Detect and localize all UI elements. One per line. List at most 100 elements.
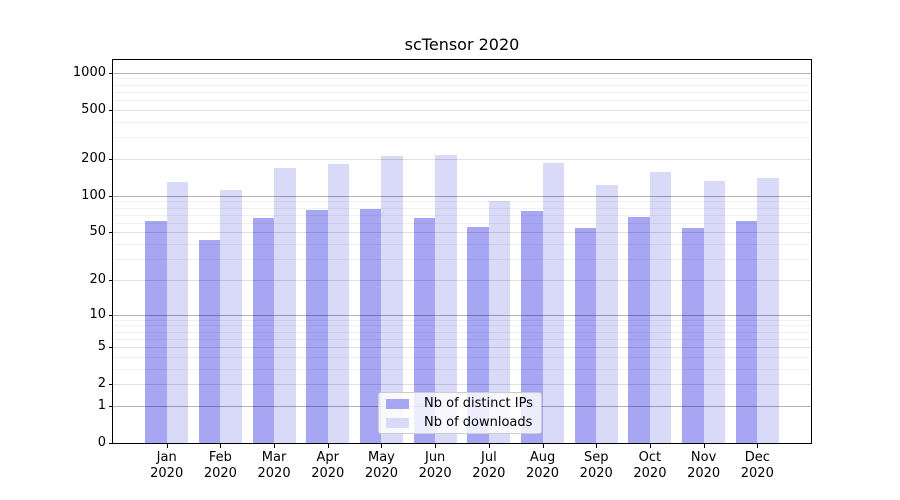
legend-swatch-downloads (386, 417, 409, 428)
x-tick-label: Jan 2020 (135, 450, 199, 482)
gridline-major (113, 314, 811, 316)
y-axis-tick (109, 279, 113, 281)
x-tick-label: Jul 2020 (457, 450, 521, 482)
x-axis-tick (381, 444, 383, 448)
gridline-minor (113, 207, 811, 209)
x-tick-month: Jun (424, 450, 446, 465)
bar-downloads-sep (596, 184, 618, 443)
bar-downloads-jan (166, 181, 189, 443)
x-tick-year: 2020 (257, 466, 291, 481)
x-tick-label: May 2020 (349, 450, 413, 482)
x-axis-tick (703, 444, 705, 448)
x-tick-year: 2020 (579, 466, 613, 481)
x-axis-tick (274, 444, 276, 448)
bar-distinct-ips-dec (735, 220, 758, 443)
y-axis-tick (109, 109, 113, 111)
gridline-minor (113, 338, 811, 340)
gridline (113, 384, 811, 386)
bar-distinct-ips-feb (198, 240, 221, 443)
y-axis-tick (109, 158, 113, 160)
y-tick-label: 500 (81, 101, 106, 117)
gridline-major (113, 72, 811, 74)
gridline (113, 232, 811, 234)
gridline-minor (113, 258, 811, 260)
bar-downloads-mar (274, 168, 296, 443)
bar-distinct-ips-jun (413, 217, 436, 443)
x-tick-label: Oct 2020 (618, 450, 682, 482)
gridline (113, 346, 811, 348)
y-tick-label: 100 (81, 187, 106, 203)
bar-downloads-oct (649, 172, 672, 443)
bar-downloads-jun (435, 154, 457, 443)
x-tick-month: Apr (316, 450, 340, 465)
x-tick-month: Sep (583, 450, 609, 465)
gridline (113, 109, 811, 111)
gridline-minor (113, 91, 811, 93)
x-tick-label: Dec 2020 (725, 450, 789, 482)
x-axis-tick (327, 444, 329, 448)
x-tick-label: Apr 2020 (296, 450, 360, 482)
y-tick-label: 5 (97, 338, 106, 354)
x-tick-year: 2020 (311, 466, 345, 481)
x-axis-tick (596, 444, 598, 448)
bar-downloads-nov (703, 181, 726, 443)
y-axis-tick (109, 72, 113, 74)
bar-distinct-ips-jul (467, 227, 489, 443)
x-tick-year: 2020 (150, 466, 184, 481)
x-tick-label: Sep 2020 (564, 450, 628, 482)
bar-distinct-ips-may (359, 208, 382, 443)
x-axis-tick (488, 444, 490, 448)
gridline-minor (113, 243, 811, 245)
x-axis-tick (757, 444, 759, 448)
legend-label-downloads: Nb of downloads (424, 414, 533, 430)
gridline-minor (113, 201, 811, 203)
gridline-major (113, 195, 811, 197)
bar-distinct-ips-nov (682, 228, 704, 443)
bar-distinct-ips-mar (252, 217, 275, 443)
y-tick-label: 0 (97, 435, 106, 450)
y-tick-label: 2 (97, 376, 106, 392)
gridline-minor (113, 325, 811, 327)
x-tick-label: Mar 2020 (242, 450, 306, 482)
gridline-minor (113, 214, 811, 216)
bar-downloads-aug (542, 162, 565, 443)
x-tick-label: Jun 2020 (403, 450, 467, 482)
y-tick-label: 50 (89, 224, 106, 240)
y-tick-label: 1000 (72, 64, 106, 80)
bar-downloads-jul (488, 201, 511, 443)
plot-canvas (113, 60, 811, 443)
x-tick-year: 2020 (472, 466, 506, 481)
x-tick-label: Feb 2020 (188, 450, 252, 482)
x-tick-year: 2020 (203, 466, 237, 481)
x-axis-tick (435, 444, 437, 448)
x-tick-month: May (368, 450, 395, 465)
gridline-minor (113, 368, 811, 370)
legend: Nb of distinct IPs Nb of downloads (378, 392, 542, 434)
x-axis-tick (166, 444, 168, 448)
legend-item-distinct-ips: Nb of distinct IPs (386, 396, 541, 412)
bar-distinct-ips-apr (306, 209, 328, 443)
legend-item-downloads: Nb of downloads (386, 415, 541, 431)
bar-distinct-ips-jan (145, 220, 167, 443)
bar-distinct-ips-sep (574, 228, 597, 443)
y-axis-tick (109, 443, 113, 444)
x-axis-tick (649, 444, 651, 448)
chart-title: scTensor 2020 (404, 35, 520, 54)
x-tick-year: 2020 (687, 466, 721, 481)
y-axis-tick (109, 384, 113, 386)
x-tick-month: Jan (156, 450, 177, 465)
x-tick-label: Aug 2020 (511, 450, 575, 482)
x-tick-month: Feb (208, 450, 232, 465)
gridline-minor (113, 137, 811, 139)
gridline-minor (113, 356, 811, 358)
x-tick-year: 2020 (740, 466, 774, 481)
bar-distinct-ips-aug (521, 210, 543, 443)
x-tick-month: Jul (481, 450, 497, 465)
bar-downloads-feb (220, 189, 242, 443)
x-tick-month: Oct (638, 450, 662, 465)
gridline-minor (113, 331, 811, 333)
x-tick-month: Mar (261, 450, 287, 465)
x-tick-month: Aug (529, 450, 556, 465)
x-tick-month: Dec (744, 450, 770, 465)
